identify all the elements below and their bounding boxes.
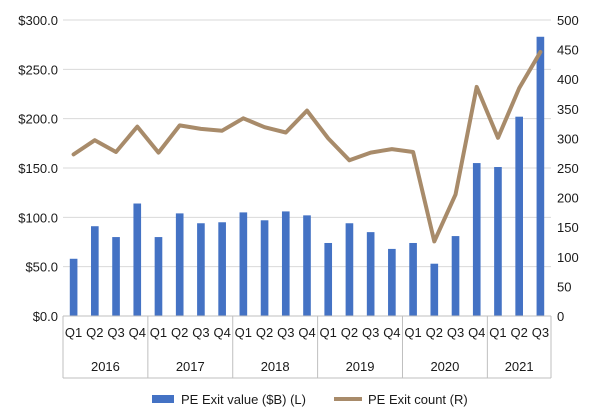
left-tick-label: $0.0 bbox=[33, 309, 58, 324]
quarter-label: Q3 bbox=[107, 325, 124, 340]
year-label: 2016 bbox=[91, 359, 120, 374]
bar bbox=[260, 220, 269, 316]
bar bbox=[430, 263, 439, 316]
quarter-label: Q2 bbox=[511, 325, 528, 340]
year-label: 2017 bbox=[176, 359, 205, 374]
bar bbox=[154, 237, 163, 316]
quarter-label: Q2 bbox=[86, 325, 103, 340]
category-axis: Q1 Q2 Q3 Q4 Q1 Q2 Q3 Q4 Q1 Q2 Q3 Q4 Q1 Q2 Q3 Q4 Q1 Q2 Q3 Q4… bbox=[62, 315, 552, 379]
left-tick-label: $150.0 bbox=[18, 161, 58, 176]
bar bbox=[515, 116, 523, 317]
right-tick-label: 350 bbox=[557, 102, 579, 117]
right-tick-label: 0 bbox=[557, 309, 564, 324]
bar bbox=[112, 237, 120, 316]
bar bbox=[218, 222, 226, 316]
left-tick-label: $50.0 bbox=[25, 260, 58, 275]
bar bbox=[324, 242, 333, 316]
bar bbox=[91, 226, 99, 316]
quarter-label: Q2 bbox=[256, 325, 273, 340]
bar bbox=[197, 223, 205, 316]
quarter-label: Q3 bbox=[192, 325, 209, 340]
quarter-label: Q4 bbox=[383, 325, 400, 340]
quarter-label: Q1 bbox=[320, 325, 337, 340]
left-axis: $0.0 $50.0 $100.0 $150.0 $200.0 $250.0 $300.0 bbox=[18, 13, 58, 324]
bar bbox=[281, 211, 290, 316]
right-tick-label: 200 bbox=[557, 191, 579, 206]
bar bbox=[451, 236, 460, 316]
quarter-label: Q3 bbox=[532, 325, 549, 340]
quarter-label: Q1 bbox=[404, 325, 421, 340]
line-series bbox=[71, 50, 543, 244]
left-tick-label: $100.0 bbox=[18, 210, 58, 225]
quarter-label: Q1 bbox=[235, 325, 252, 340]
quarter-label: Q4 bbox=[213, 325, 230, 340]
right-axis: 0 50 100 150 200 250 300 350 400 450 500 bbox=[557, 13, 579, 324]
right-tick-label: 500 bbox=[557, 13, 579, 28]
quarter-label: Q3 bbox=[447, 325, 464, 340]
grid-lines bbox=[63, 19, 551, 268]
quarter-label: Q2 bbox=[341, 325, 358, 340]
bar bbox=[303, 215, 311, 316]
quarter-label: Q4 bbox=[129, 325, 146, 340]
bar bbox=[388, 248, 396, 316]
quarter-label: Q1 bbox=[489, 325, 506, 340]
bar bbox=[472, 163, 481, 316]
right-tick-label: 400 bbox=[557, 72, 579, 87]
quarter-label: Q3 bbox=[277, 325, 294, 340]
legend: PE Exit value ($B) (L) PE Exit count (R) bbox=[152, 392, 468, 407]
quarter-label: Q2 bbox=[171, 325, 188, 340]
legend-label-exit-count: PE Exit count (R) bbox=[368, 392, 468, 407]
bar bbox=[133, 203, 142, 316]
right-tick-label: 300 bbox=[557, 131, 579, 146]
left-tick-label: $250.0 bbox=[18, 62, 58, 77]
right-tick-label: 250 bbox=[557, 161, 579, 176]
bar bbox=[536, 36, 545, 316]
left-tick-label: $200.0 bbox=[18, 112, 58, 127]
quarter-label: Q4 bbox=[468, 325, 485, 340]
bar bbox=[175, 213, 184, 316]
left-tick-label: $300.0 bbox=[18, 13, 58, 28]
right-tick-label: 150 bbox=[557, 220, 579, 235]
right-tick-label: 450 bbox=[557, 43, 579, 58]
bar bbox=[345, 223, 354, 316]
legend-bar-swatch bbox=[152, 395, 174, 403]
quarter-label: Q3 bbox=[362, 325, 379, 340]
year-label: 2021 bbox=[505, 359, 534, 374]
bar bbox=[494, 167, 502, 316]
bar bbox=[409, 242, 417, 316]
quarter-label: Q1 bbox=[65, 325, 82, 340]
right-tick-label: 100 bbox=[557, 250, 579, 265]
year-label: 2020 bbox=[430, 359, 459, 374]
bar bbox=[239, 212, 248, 316]
legend-label-exit-value: PE Exit value ($B) (L) bbox=[181, 392, 306, 407]
exit-count-line bbox=[71, 50, 543, 244]
quarter-label: Q2 bbox=[426, 325, 443, 340]
bar bbox=[69, 258, 78, 316]
year-label: 2019 bbox=[346, 359, 375, 374]
bar bbox=[366, 232, 375, 316]
bar-series bbox=[69, 36, 545, 317]
quarter-label: Q1 bbox=[150, 325, 167, 340]
year-label: 2018 bbox=[261, 359, 290, 374]
quarter-label: Q4 bbox=[298, 325, 315, 340]
right-tick-label: 50 bbox=[557, 279, 571, 294]
